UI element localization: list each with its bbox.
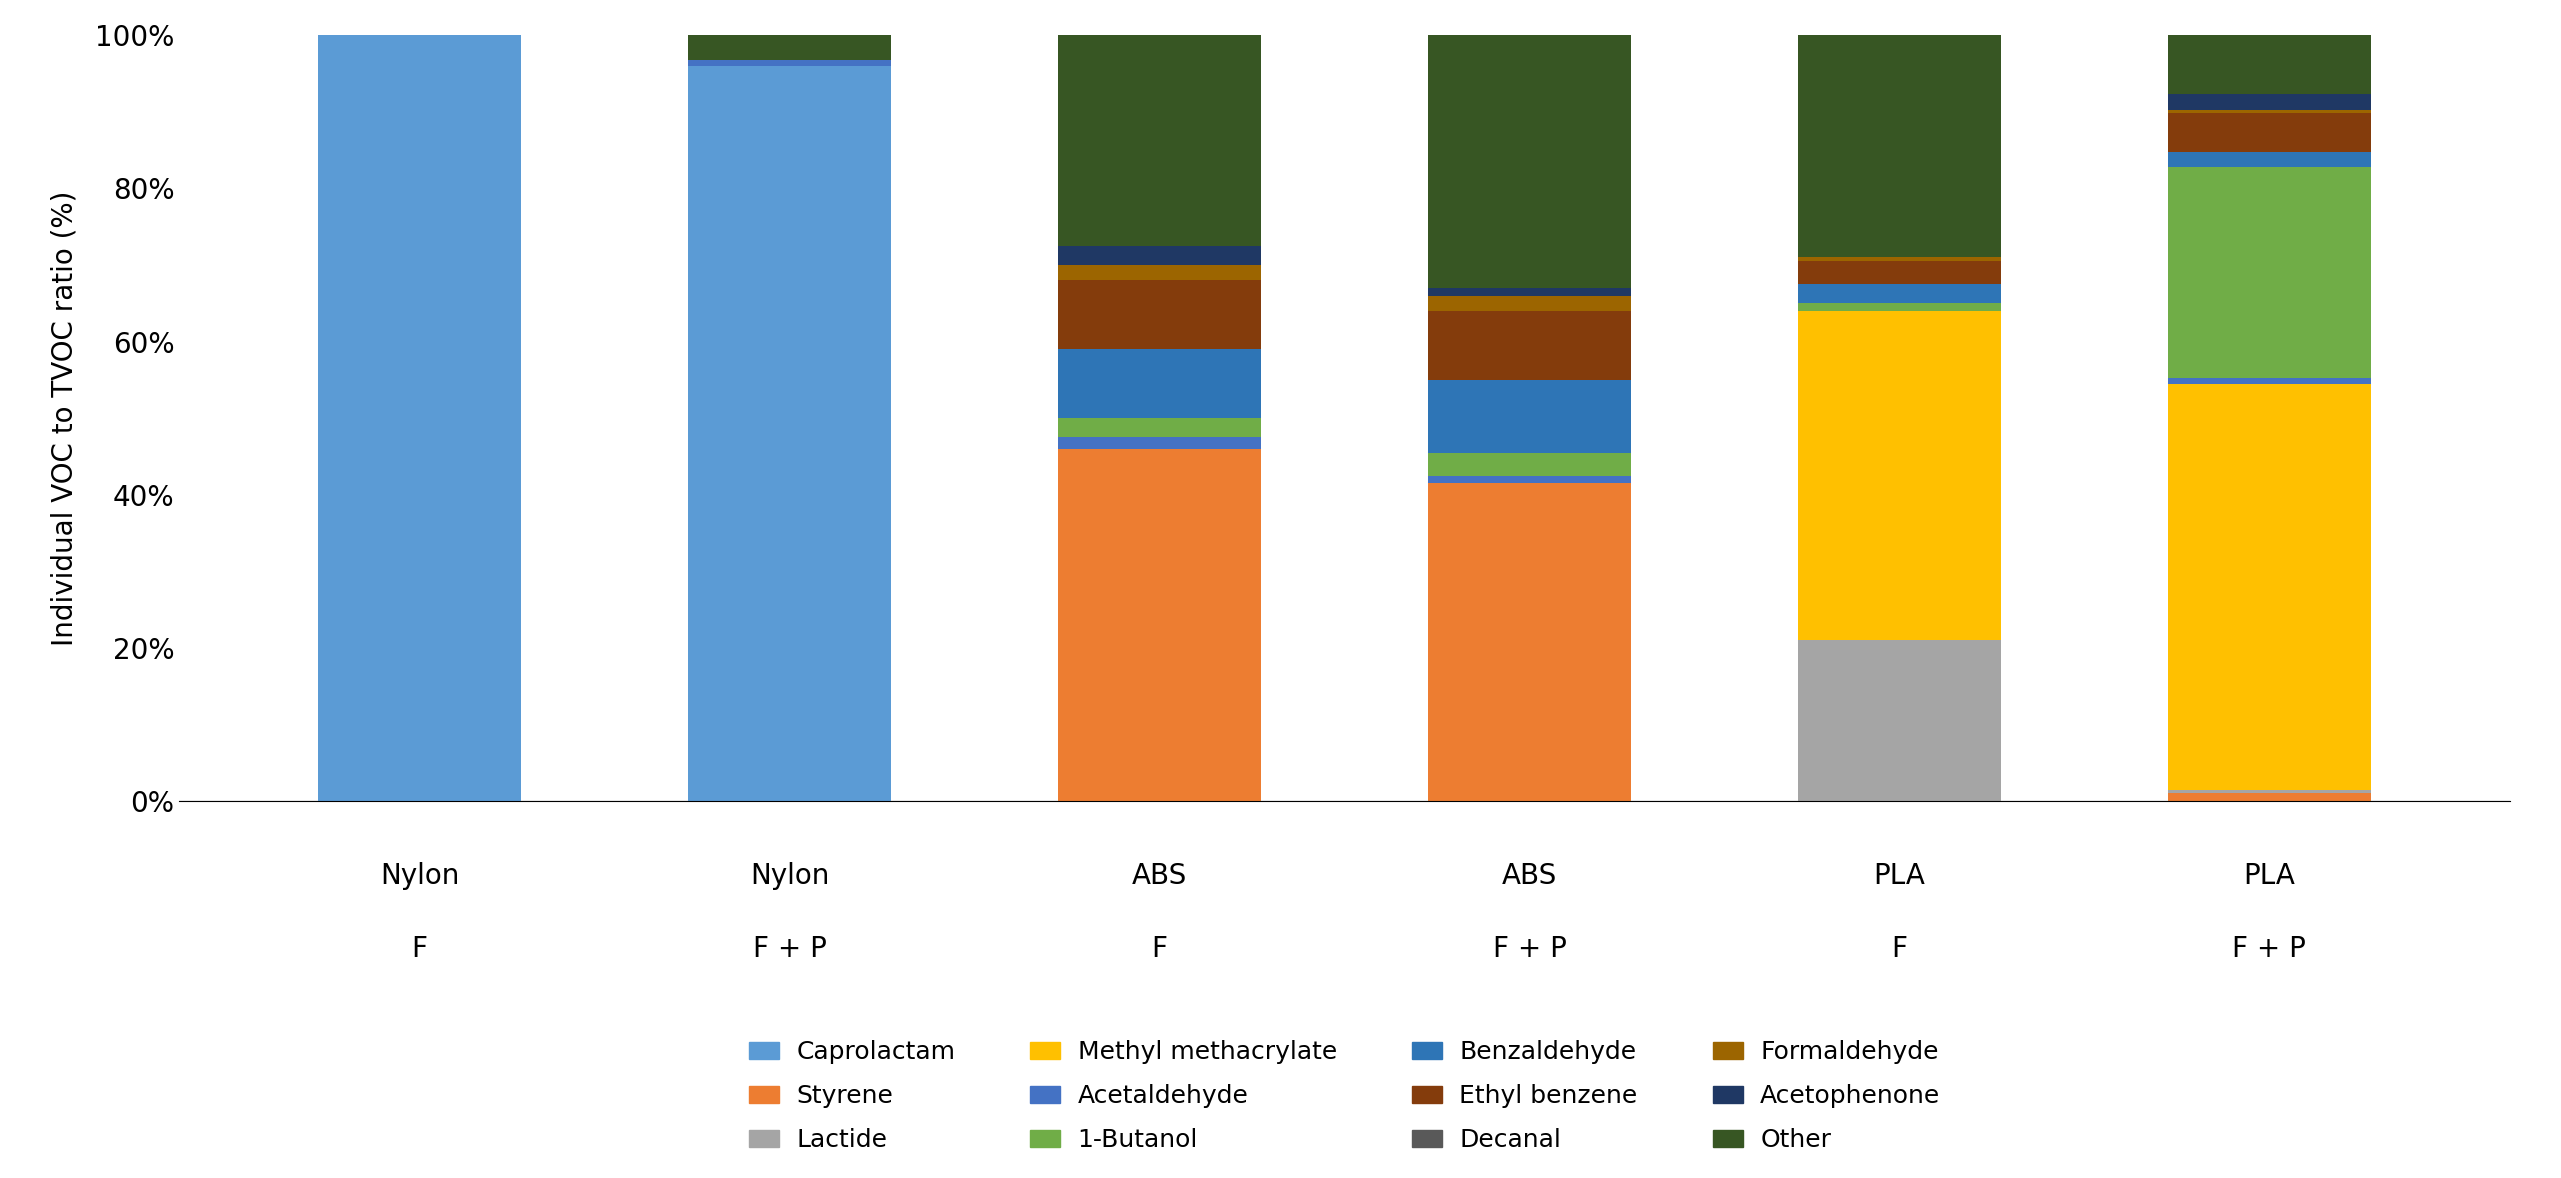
Bar xyxy=(2167,152,2371,167)
Bar xyxy=(1058,280,1263,349)
Text: F: F xyxy=(412,935,428,964)
Bar xyxy=(1798,640,2000,801)
Text: ABS: ABS xyxy=(1501,862,1557,891)
Bar xyxy=(2167,384,2371,789)
Bar xyxy=(1426,296,1631,311)
Bar xyxy=(1058,35,1263,246)
Bar xyxy=(2167,794,2371,801)
Bar xyxy=(1798,35,2000,257)
Y-axis label: Individual VOC to TVOC ratio (%): Individual VOC to TVOC ratio (%) xyxy=(51,191,79,646)
Bar xyxy=(2167,94,2371,110)
Text: PLA: PLA xyxy=(2243,862,2295,891)
Bar xyxy=(1798,262,2000,284)
Bar xyxy=(318,35,522,801)
Bar xyxy=(1058,349,1263,418)
Bar xyxy=(1058,449,1263,801)
Bar xyxy=(1426,287,1631,296)
Text: F: F xyxy=(1893,935,1908,964)
Bar xyxy=(1798,284,2000,303)
Text: F + P: F + P xyxy=(1493,935,1567,964)
Bar xyxy=(2167,167,2371,378)
Text: F: F xyxy=(1152,935,1168,964)
Bar xyxy=(1426,483,1631,801)
Bar xyxy=(689,60,891,66)
Bar xyxy=(1426,311,1631,379)
Bar xyxy=(689,35,891,60)
Text: F + P: F + P xyxy=(753,935,827,964)
Bar xyxy=(2167,378,2371,384)
Bar xyxy=(1058,437,1263,449)
Text: ABS: ABS xyxy=(1132,862,1188,891)
Bar xyxy=(1426,476,1631,483)
Bar xyxy=(689,66,891,801)
Bar xyxy=(2167,35,2371,94)
Bar xyxy=(1058,418,1263,437)
Text: F + P: F + P xyxy=(2233,935,2307,964)
Bar xyxy=(1426,35,1631,287)
Bar xyxy=(1426,452,1631,476)
Bar xyxy=(1798,257,2000,262)
Text: Nylon: Nylon xyxy=(379,862,458,891)
Bar xyxy=(1058,246,1263,265)
Bar xyxy=(2167,110,2371,113)
Bar xyxy=(1798,303,2000,311)
Text: Nylon: Nylon xyxy=(750,862,830,891)
Legend: Caprolactam, Styrene, Lactide, Methyl methacrylate, Acetaldehyde, 1-Butanol, Ben: Caprolactam, Styrene, Lactide, Methyl me… xyxy=(735,1028,1954,1165)
Bar xyxy=(2167,113,2371,152)
Text: PLA: PLA xyxy=(1875,862,1926,891)
Bar xyxy=(2167,789,2371,794)
Bar xyxy=(1426,379,1631,452)
Bar xyxy=(1058,265,1263,280)
Bar xyxy=(1798,311,2000,640)
